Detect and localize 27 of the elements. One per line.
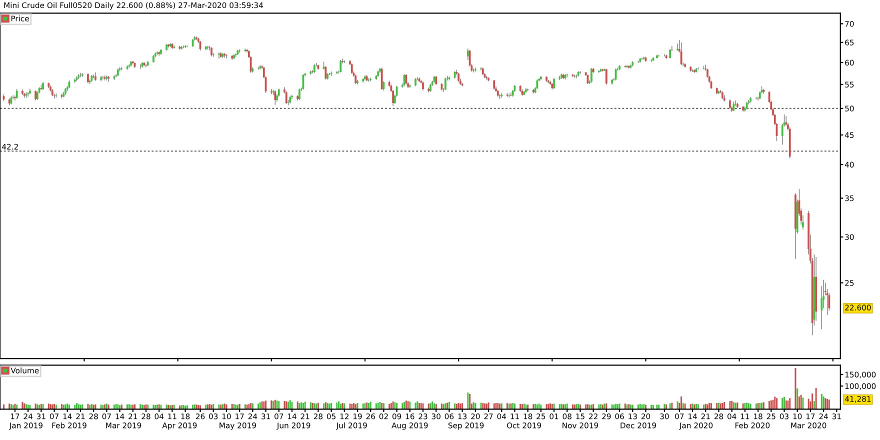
candlestick [108,76,110,82]
candlestick [87,72,89,84]
candlestick [435,76,438,86]
candlestick [606,68,608,85]
candlestick [350,63,353,74]
candlestick [285,91,288,104]
candlestick [298,88,300,100]
candlestick [210,46,212,57]
candlestick [92,74,95,78]
candlestick [466,48,469,60]
candlestick [422,80,424,91]
candlestick [493,80,496,90]
candlestick [553,78,555,90]
candlestick [444,77,446,90]
candlestick [669,48,672,59]
candlestick [80,72,82,78]
candlestick [676,43,678,52]
candlestick [340,60,342,73]
candlestick [536,79,538,90]
candlestick [405,74,408,85]
candlestick [16,88,18,99]
candlestick [729,99,731,110]
candlestick [34,90,36,101]
candlestick [590,68,592,83]
candlestick [828,292,830,311]
candlestick [328,72,330,76]
candlestick [354,74,357,84]
